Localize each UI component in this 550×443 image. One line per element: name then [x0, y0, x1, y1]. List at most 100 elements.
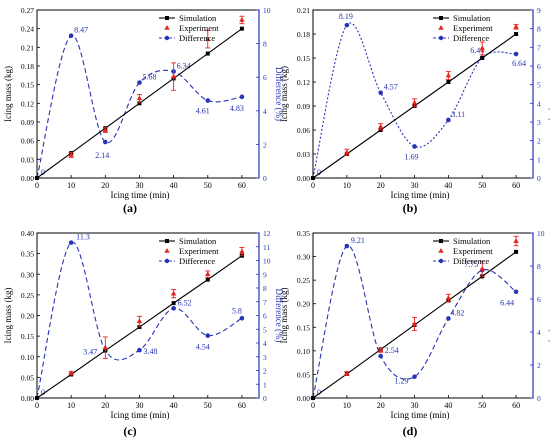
x-axis-title: Icing time (min)	[111, 190, 170, 200]
y2-tick-label: 0	[537, 394, 541, 403]
legend-experiment-label: Experiment	[179, 246, 219, 256]
y2-tick-label: 4	[537, 99, 541, 108]
y-tick-label: 0.00	[297, 394, 310, 403]
legend-experiment-marker	[438, 25, 444, 30]
difference-point	[344, 22, 350, 28]
difference-point	[68, 240, 74, 245]
difference-data-label: 3.11	[451, 110, 465, 119]
experiment-point	[102, 127, 109, 132]
x-tick-label: 60	[238, 401, 246, 410]
y2-axis-title: Difference (%)	[274, 67, 284, 121]
difference-data-label: 1.29	[395, 377, 409, 386]
y2-tick-label: 6	[263, 312, 267, 321]
legend-experiment-label: Experiment	[179, 23, 219, 33]
y2-tick-label: 0	[263, 394, 267, 403]
y-tick-label: 0.06	[297, 126, 310, 135]
experiment-point	[136, 95, 143, 101]
y2-tick-label: 8	[263, 40, 267, 49]
legend-difference-label: Difference	[453, 33, 489, 43]
difference-data-label: 5.68	[142, 73, 156, 82]
y-axis-title: Icing mass (kg)	[3, 288, 13, 344]
x-tick-label: 10	[343, 401, 351, 410]
y-tick-label: 0.27	[21, 6, 34, 15]
difference-point	[344, 243, 350, 249]
experiment-point	[411, 99, 418, 105]
y2-tick-label: 12	[263, 229, 271, 238]
legend-simulation-marker	[165, 239, 169, 243]
y-tick-label: 0.05	[21, 373, 34, 382]
y2-tick-label: 10	[537, 229, 545, 238]
panel-label: (a)	[123, 201, 137, 215]
y-axis-title: Icing mass (kg)	[3, 66, 13, 122]
difference-point	[513, 51, 519, 57]
difference-point	[205, 98, 211, 103]
panel-label: (d)	[403, 424, 418, 438]
y2-tick-label: 4	[263, 107, 267, 116]
y2-tick-label: 6	[537, 62, 541, 71]
difference-point	[137, 347, 142, 353]
difference-data-label: 0	[317, 168, 321, 177]
y-tick-label: 0.06	[21, 137, 34, 146]
y2-tick-label: 1	[537, 155, 541, 164]
x-tick-label: 30	[135, 401, 143, 410]
legend-difference-label: Difference	[179, 33, 215, 43]
x-tick-label: 20	[101, 181, 109, 190]
chart-panel-a: 0 10 20 30 40 50 600.000.030.060.090.120.150.1…	[3, 6, 284, 215]
panel-label: (b)	[403, 201, 418, 215]
difference-point	[68, 33, 74, 39]
experiment-point	[68, 370, 74, 376]
y-tick-label: 0.15	[21, 81, 34, 90]
difference-data-label: 1.69	[405, 152, 419, 161]
difference-point	[378, 90, 383, 95]
experiment-point	[513, 23, 519, 29]
y2-tick-label: 4	[537, 328, 541, 337]
y-tick-label: 0.09	[21, 118, 34, 127]
legend-simulation-marker	[165, 16, 169, 20]
difference-data-label: 2.54	[385, 346, 399, 355]
difference-data-label: 5.8	[232, 306, 242, 315]
y2-tick-label: 8	[263, 284, 267, 293]
y-tick-label: 0.30	[21, 270, 34, 279]
difference-point	[446, 316, 451, 321]
experiment-point	[170, 290, 177, 296]
y2-tick-label: 6	[537, 295, 541, 304]
legend-simulation-marker	[439, 16, 443, 20]
difference-data-label: 3.47	[83, 347, 97, 356]
y2-tick-label: 3	[263, 353, 267, 362]
x-tick-label: 0	[311, 401, 315, 410]
difference-data-label: 6.52	[178, 298, 192, 307]
x-tick-label: 30	[135, 181, 143, 190]
x-axis-title: Icing time (min)	[391, 410, 450, 420]
x-tick-label: 30	[411, 181, 419, 190]
legend-experiment-label: Experiment	[453, 246, 493, 256]
experiment-point	[205, 36, 211, 42]
y2-tick-label: 11	[263, 243, 270, 252]
difference-data-label: 6.44	[470, 46, 484, 55]
simulation-point	[171, 301, 176, 306]
legend-difference-label: Difference	[453, 256, 489, 266]
difference-data-label: 6.64	[512, 59, 526, 68]
x-tick-label: 10	[67, 401, 75, 410]
x-axis-title: Icing time (min)	[391, 190, 450, 200]
y-tick-label: 0.35	[297, 229, 310, 238]
simulation-point	[446, 80, 451, 84]
legend-experiment-marker	[438, 248, 444, 253]
y2-tick-label: 5	[263, 325, 267, 334]
difference-point	[103, 139, 108, 145]
experiment-point	[411, 320, 418, 326]
y-tick-label: 0.00	[297, 174, 310, 183]
x-tick-label: 40	[170, 181, 178, 190]
x-tick-label: 10	[343, 181, 351, 190]
legend-difference-marker	[164, 35, 170, 41]
y-axis-title: Icing mass (kg)	[279, 66, 289, 122]
simulation-point	[137, 101, 142, 106]
experiment-point	[68, 151, 74, 157]
y2-tick-label: 3	[537, 118, 541, 127]
y2-tick-label: 9	[537, 6, 541, 15]
y-tick-label: 0.12	[21, 99, 34, 108]
experiment-point	[239, 248, 245, 254]
